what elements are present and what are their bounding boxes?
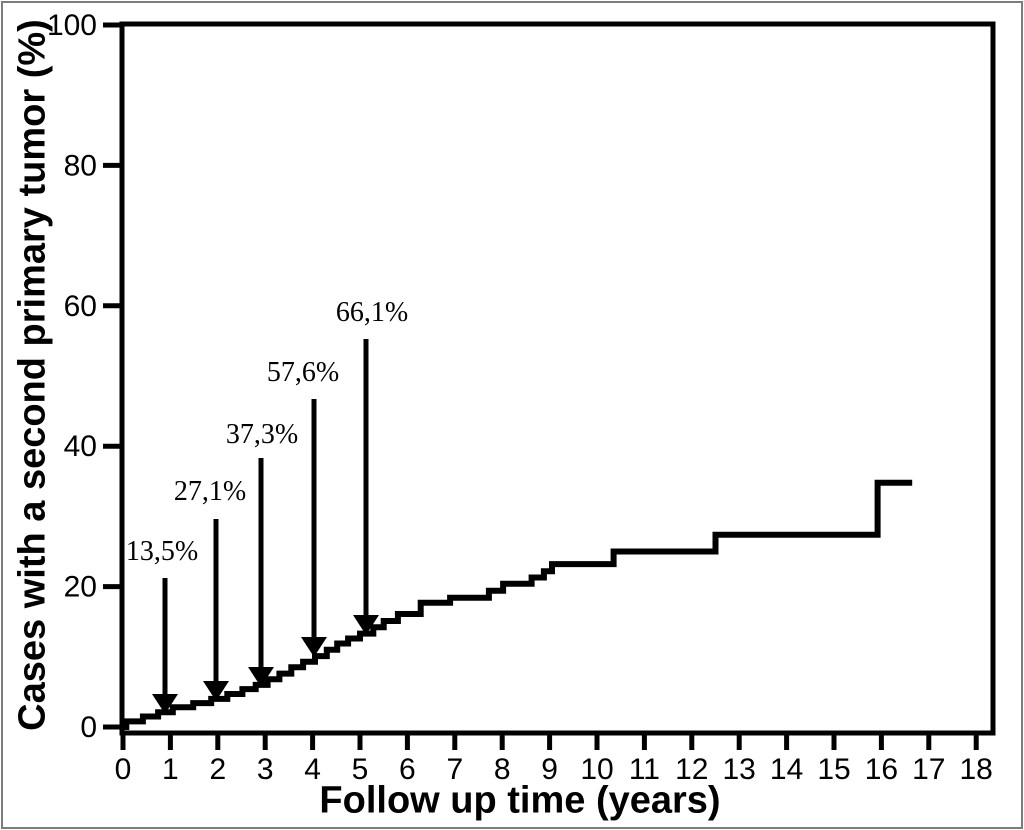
x-tick-label: 3	[257, 753, 274, 786]
annotation-arrowhead-icon	[301, 637, 327, 657]
x-tick-label: 18	[960, 753, 993, 786]
x-tick-label: 6	[399, 753, 416, 786]
x-tick-label: 10	[580, 753, 613, 786]
x-tick-label: 7	[446, 753, 463, 786]
x-tick-label: 0	[115, 753, 132, 786]
x-tick-label: 14	[770, 753, 803, 786]
annotation-arrowhead-icon	[248, 667, 274, 687]
y-tick-label: 100	[47, 9, 97, 42]
annotation-percentage-label: 57,6%	[267, 357, 339, 388]
x-tick-label: 2	[209, 753, 226, 786]
x-tick-label: 8	[494, 753, 511, 786]
y-tick-label: 60	[64, 290, 97, 323]
y-axis-title: Cases with a second primary tumor (%)	[11, 19, 54, 731]
y-tick-label: 20	[64, 571, 97, 604]
annotation-arrowhead-icon	[353, 615, 379, 635]
y-tick-label: 80	[64, 149, 97, 182]
annotation-arrowhead-icon	[203, 681, 229, 701]
x-tick-label: 17	[912, 753, 945, 786]
y-tick-label: 40	[64, 430, 97, 463]
x-tick-label: 13	[723, 753, 756, 786]
x-axis-title: Follow up time (years)	[319, 779, 721, 822]
x-tick-label: 11	[629, 753, 660, 786]
x-tick-label: 1	[162, 753, 179, 786]
y-tick-label: 0	[80, 711, 97, 744]
annotation-percentage-label: 66,1%	[336, 297, 408, 328]
x-tick-label: 16	[865, 753, 898, 786]
x-tick-label: 4	[304, 753, 321, 786]
annotation-percentage-label: 37,3%	[226, 419, 298, 450]
annotation-arrowhead-icon	[152, 694, 178, 714]
plot-frame	[119, 21, 996, 736]
x-tick-label: 9	[541, 753, 558, 786]
cumulative-incidence-curve	[123, 479, 913, 730]
annotation-percentage-label: 13,5%	[126, 536, 198, 567]
x-tick-label: 12	[675, 753, 708, 786]
annotation-percentage-label: 27,1%	[174, 476, 246, 507]
x-tick-label: 5	[352, 753, 369, 786]
x-tick-label: 15	[817, 753, 850, 786]
